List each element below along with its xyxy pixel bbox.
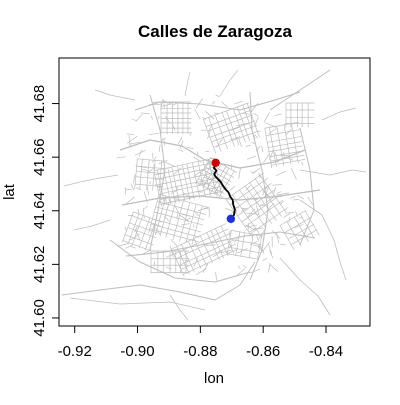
x-axis: -0.92 -0.90 -0.88 -0.86 -0.84	[58, 326, 344, 360]
y-axis: 41.60 41.62 41.64 41.66 41.68	[31, 85, 59, 337]
y-tick-label: 41.62	[31, 246, 48, 284]
y-tick-label: 41.64	[31, 192, 48, 230]
y-tick-label: 41.60	[31, 299, 48, 337]
street-network	[62, 70, 366, 320]
y-axis-label: lat	[1, 183, 18, 200]
route-start-marker	[212, 159, 220, 167]
route-end-marker	[227, 215, 235, 223]
x-tick-label: -0.88	[183, 343, 217, 360]
y-tick-label: 41.68	[31, 85, 48, 123]
x-tick-label: -0.84	[309, 343, 343, 360]
x-axis-label: lon	[204, 370, 224, 387]
x-tick-label: -0.86	[246, 343, 280, 360]
y-tick-label: 41.66	[31, 138, 48, 176]
x-tick-label: -0.92	[58, 343, 92, 360]
x-tick-label: -0.90	[120, 343, 154, 360]
plot-title: Calles de Zaragoza	[138, 22, 293, 41]
